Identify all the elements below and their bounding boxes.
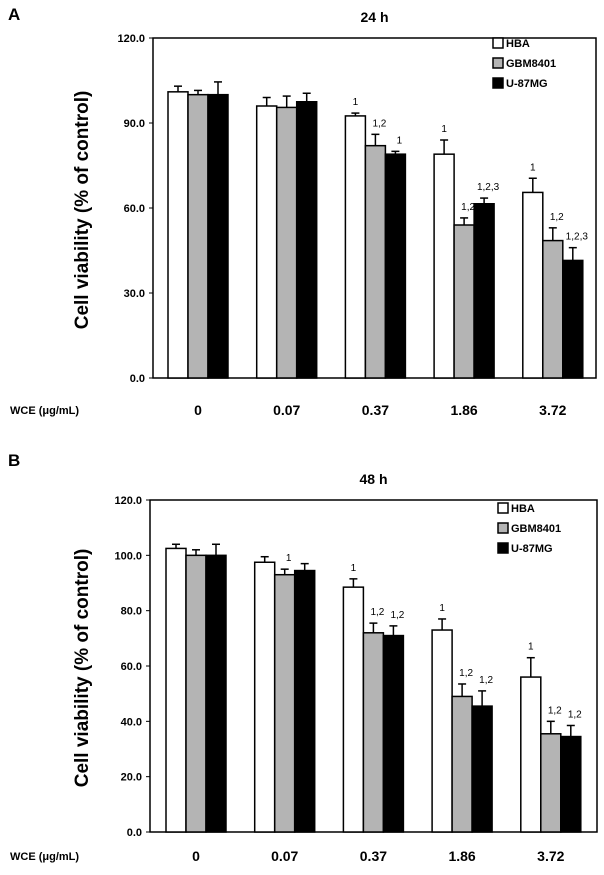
- chart-panel-a: A 24 h Cell viability (% of control) 0.0 30.…: [8, 5, 597, 418]
- legend-label: HBA: [511, 503, 535, 515]
- significance-label: 1,2: [459, 668, 473, 679]
- y-tick-label: 100.0: [114, 550, 142, 562]
- y-axis-label: Cell viability (% of control): [72, 549, 93, 788]
- bar-gbm8401: [540, 733, 562, 833]
- bar-gbm8401: [453, 224, 475, 379]
- bar-hba: [433, 153, 455, 379]
- significance-label: 1,2: [568, 709, 582, 720]
- legend-label: GBM8401: [506, 58, 556, 70]
- chart-panel-b: B 48 h Cell viability (% of control) 0.0 20.…: [8, 451, 598, 864]
- x-axis-label: WCE (μg/mL): [10, 405, 79, 417]
- bar-hba: [342, 586, 365, 833]
- x-tick-label: 0: [194, 402, 202, 418]
- legend-label: U-87MG: [506, 78, 548, 90]
- significance-label: 1,2: [548, 705, 562, 716]
- significance-label: 1: [397, 135, 403, 146]
- bar-hba: [255, 105, 278, 379]
- bar-gbm8401: [185, 554, 207, 833]
- bar-u-87mg: [295, 101, 318, 379]
- bar-u-87mg: [293, 569, 316, 833]
- bar-hba: [520, 676, 542, 833]
- significance-label: 1,2: [390, 610, 404, 621]
- y-tick-label: 0.0: [127, 827, 142, 839]
- legend-swatch: [497, 502, 509, 514]
- legend-swatch: [492, 57, 504, 69]
- significance-label: 1,2: [372, 118, 386, 129]
- bar-u-87mg: [473, 203, 495, 379]
- significance-label: 1,2: [550, 212, 564, 223]
- x-tick-label: 3.72: [539, 402, 566, 418]
- y-axis-label: Cell viability (% of control): [72, 91, 93, 330]
- significance-label: 1,2,3: [566, 232, 589, 243]
- x-tick-label: 3.72: [537, 848, 564, 864]
- panel-label: B: [8, 451, 20, 470]
- significance-label: 1: [441, 124, 447, 135]
- bar-gbm8401: [273, 573, 296, 833]
- y-tick-label: 20.0: [121, 772, 142, 784]
- bar-hba: [253, 561, 276, 833]
- significance-label: 1,2,3: [477, 182, 500, 193]
- legend-swatch: [497, 542, 509, 554]
- x-tick-label: 0.37: [362, 402, 389, 418]
- x-tick-label: 1.86: [450, 402, 477, 418]
- bar-u-87mg: [207, 93, 229, 379]
- x-tick-label: 0.07: [273, 402, 300, 418]
- significance-label: 1,2: [370, 607, 384, 618]
- x-tick-label: 0.37: [360, 848, 387, 864]
- x-tick-label: 1.86: [448, 848, 475, 864]
- bar-u-87mg: [471, 705, 493, 833]
- bar-hba: [522, 191, 544, 379]
- bar-gbm8401: [364, 144, 387, 379]
- significance-label: 1: [439, 603, 445, 614]
- significance-label: 1,2: [479, 675, 493, 686]
- bar-u-87mg: [384, 153, 407, 379]
- bar-u-87mg: [562, 259, 584, 379]
- bar-gbm8401: [275, 106, 298, 379]
- legend-swatch: [492, 77, 504, 89]
- bar-hba: [167, 91, 189, 379]
- bar-hba: [165, 547, 187, 833]
- y-tick-label: 80.0: [121, 606, 142, 618]
- legend-swatch: [492, 37, 504, 49]
- y-tick-label: 60.0: [121, 661, 142, 673]
- y-tick-label: 120.0: [117, 33, 145, 45]
- x-tick-label: 0: [192, 848, 200, 864]
- panel-label: A: [8, 5, 20, 24]
- bar-u-87mg: [205, 554, 227, 833]
- significance-label: 1: [353, 97, 359, 108]
- significance-label: 1: [528, 642, 534, 653]
- chart-title: 48 h: [359, 471, 387, 487]
- y-tick-label: 90.0: [124, 118, 145, 130]
- bar-u-87mg: [382, 634, 405, 833]
- bar-gbm8401: [542, 239, 564, 379]
- significance-label: 1: [286, 553, 292, 564]
- y-tick-label: 40.0: [121, 716, 142, 728]
- y-tick-label: 60.0: [124, 203, 145, 215]
- bar-gbm8401: [451, 695, 473, 833]
- significance-label: 1: [530, 162, 536, 173]
- y-tick-label: 30.0: [124, 288, 145, 300]
- bar-hba: [431, 629, 453, 833]
- x-tick-label: 0.07: [271, 848, 298, 864]
- bar-gbm8401: [362, 632, 385, 833]
- bar-hba: [344, 115, 367, 379]
- legend-label: U-87MG: [511, 543, 553, 555]
- bar-u-87mg: [560, 735, 582, 833]
- bar-gbm8401: [187, 93, 209, 379]
- y-tick-label: 120.0: [114, 495, 142, 507]
- chart-title: 24 h: [360, 9, 388, 25]
- legend-label: GBM8401: [511, 523, 561, 535]
- x-axis-label: WCE (μg/mL): [10, 851, 79, 863]
- significance-label: 1,2: [461, 202, 475, 213]
- legend-swatch: [497, 522, 509, 534]
- significance-label: 1: [351, 563, 357, 574]
- y-tick-label: 0.0: [130, 373, 145, 385]
- legend-label: HBA: [506, 38, 530, 50]
